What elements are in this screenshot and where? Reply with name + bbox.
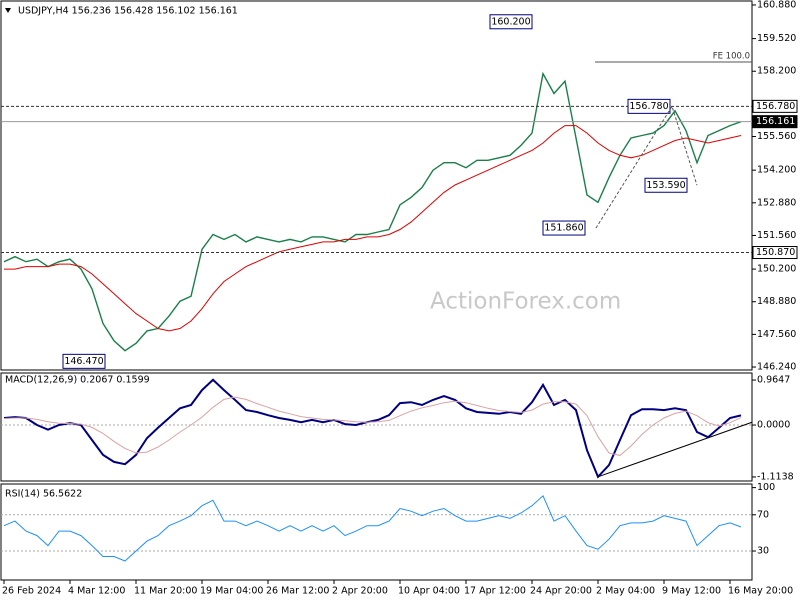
series-line xyxy=(3,71,742,352)
y-tick-label: 146.240 xyxy=(757,362,796,373)
menu-icon xyxy=(5,8,11,13)
level-label: 156.780 xyxy=(756,101,795,112)
level-label: 150.870 xyxy=(756,247,795,258)
y-tick-label: 148.880 xyxy=(757,296,796,307)
fib-line xyxy=(595,105,698,229)
x-tick-label: 4 Mar 12:00 xyxy=(68,586,125,597)
series-line xyxy=(3,396,742,456)
x-tick-label: 9 May 12:00 xyxy=(662,586,721,597)
y-tick-label: 70 xyxy=(757,509,769,520)
y-tick-label: 100 xyxy=(757,482,775,493)
y-tick-label: 160.880 xyxy=(757,0,796,10)
macd-panel xyxy=(0,372,753,482)
level-label: 156.161 xyxy=(756,116,795,127)
annotation-label: 160.200 xyxy=(491,16,530,27)
rsi-title: RSI(14) 56.5622 xyxy=(5,489,82,500)
macd-title: MACD(12,26,9) 0.2067 0.1599 xyxy=(5,375,150,386)
annotation-label: 146.470 xyxy=(64,356,103,367)
y-tick-label: -1.1138 xyxy=(757,471,794,482)
price-panel xyxy=(0,0,753,371)
series-line xyxy=(4,125,742,332)
y-tick-label: 152.880 xyxy=(757,197,796,208)
fe-label: FE 100.0 xyxy=(713,51,750,61)
annotation-box xyxy=(644,177,688,193)
x-tick-label: 24 Apr 20:00 xyxy=(530,586,592,597)
x-tick-label: 11 Mar 20:00 xyxy=(134,586,197,597)
level-box xyxy=(752,246,798,260)
y-tick-label: 0.9647 xyxy=(757,375,790,386)
y-tick-label: 147.560 xyxy=(757,329,796,340)
price-title: USDJPY,H4 156.236 156.428 156.102 156.16… xyxy=(18,6,238,17)
y-tick-label: 150.200 xyxy=(757,264,796,275)
annotation-box xyxy=(489,14,533,30)
x-tick-label: 26 Mar 12:00 xyxy=(266,586,329,597)
y-tick-label: 154.200 xyxy=(757,165,796,176)
x-tick-label: 2 May 04:00 xyxy=(596,586,655,597)
y-tick-label: 30 xyxy=(757,546,769,557)
x-tick-label: 2 Apr 20:00 xyxy=(332,586,388,597)
y-tick-label: 158.200 xyxy=(757,66,796,77)
annotation-box xyxy=(627,98,671,114)
x-tick-label: 17 Apr 12:00 xyxy=(464,586,526,597)
x-tick-label: 26 Feb 2024 xyxy=(2,586,61,597)
rsi-panel xyxy=(0,483,753,581)
level-box xyxy=(752,115,798,129)
series-line xyxy=(3,378,742,479)
y-tick-label: 151.560 xyxy=(757,230,796,241)
annotation-label: 151.860 xyxy=(544,223,583,234)
watermark: ActionForex.com xyxy=(430,289,621,315)
x-tick-label: 10 Apr 04:00 xyxy=(398,586,460,597)
series-line xyxy=(3,494,742,562)
x-tick-label: 16 May 20:00 xyxy=(728,586,793,597)
annotation-label: 153.590 xyxy=(646,180,685,191)
level-box xyxy=(752,99,798,113)
annotation-label: 156.780 xyxy=(629,101,668,112)
annotation-box xyxy=(542,220,586,236)
trendline xyxy=(597,421,753,478)
y-tick-label: 155.560 xyxy=(757,131,796,142)
y-tick-label: 159.520 xyxy=(757,33,796,44)
y-tick-label: 0.0000 xyxy=(757,420,790,431)
annotation-box xyxy=(62,353,106,369)
x-tick-label: 19 Mar 04:00 xyxy=(200,586,263,597)
